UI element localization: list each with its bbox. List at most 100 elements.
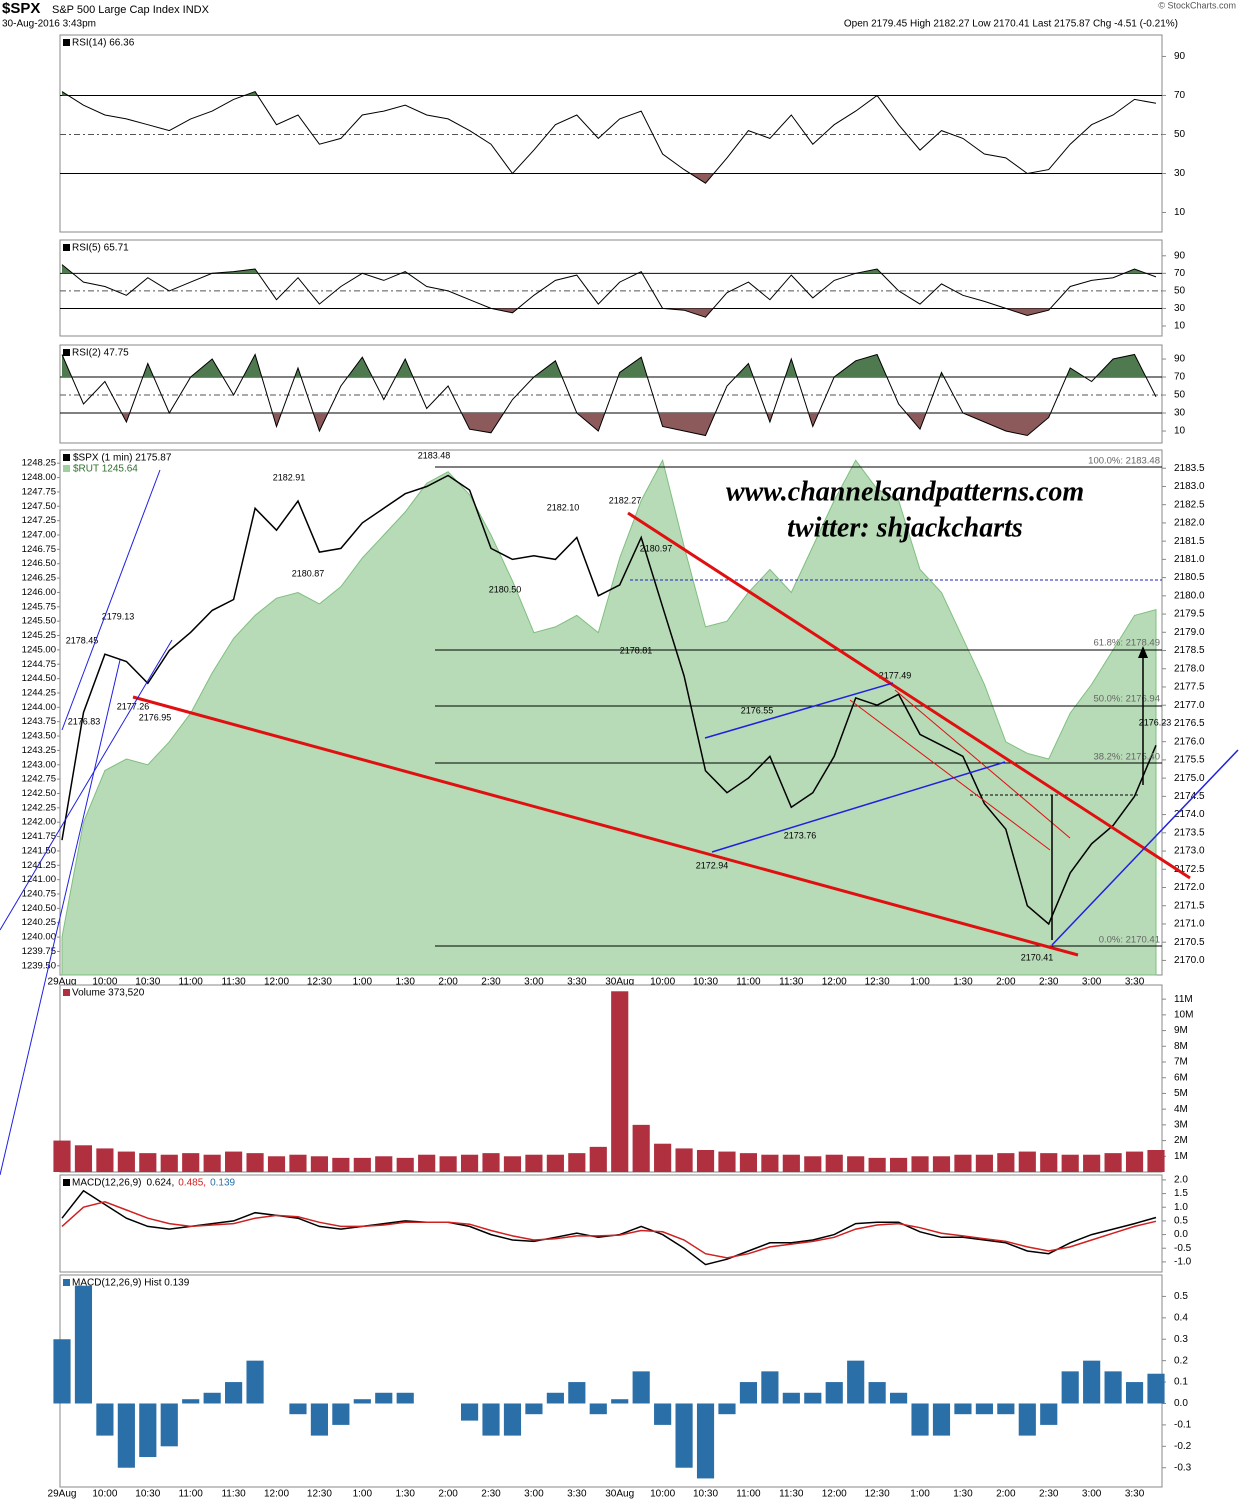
- y-tick-label: 0.4: [1174, 1312, 1188, 1323]
- y-tick-label: 2.0: [1174, 1175, 1188, 1186]
- legend-entry: $SPX (1 min) 2175.87: [73, 453, 172, 464]
- price-annotation: 2170.41: [1021, 952, 1054, 962]
- bar: [847, 1156, 865, 1172]
- bar: [375, 1392, 393, 1404]
- x-tick-label: 12:30: [865, 977, 890, 988]
- y2-tick-label: 1244.75: [22, 659, 56, 670]
- red-trendline: [132, 695, 1079, 957]
- legend-swatch: [63, 465, 70, 472]
- line: [61, 1201, 1157, 1259]
- x-tick-label: 10:00: [650, 1489, 675, 1500]
- panel-title: MACD(12,26,9) Hist 0.139: [72, 1278, 190, 1289]
- x-tick-label: 11:00: [179, 977, 204, 988]
- bar: [546, 1154, 564, 1172]
- x-tick-label: 12:30: [865, 1489, 890, 1500]
- y2-tick-label: 1240.00: [22, 932, 56, 943]
- bar: [1083, 1154, 1101, 1172]
- blue-trendline: [0, 639, 173, 931]
- y2-tick-label: 1244.25: [22, 687, 56, 698]
- y-tick-label: 2181.0: [1174, 554, 1205, 565]
- bar: [675, 1403, 693, 1468]
- bar: [1083, 1360, 1101, 1404]
- blue-channel: [704, 682, 894, 739]
- bar: [182, 1399, 200, 1404]
- price-annotation: 2182.10: [547, 502, 580, 512]
- bar: [139, 1153, 157, 1172]
- y-tick-label: 2176.0: [1174, 736, 1205, 747]
- y-tick-label: 90: [1174, 250, 1186, 261]
- line: [61, 353, 1157, 437]
- price-annotation: 2182.27: [609, 495, 642, 505]
- bar: [761, 1154, 779, 1172]
- bar: [525, 1154, 543, 1172]
- bar: [289, 1154, 307, 1172]
- bar: [911, 1156, 929, 1172]
- panel-title: RSI(2) 47.75: [72, 348, 129, 359]
- fib-label: 61.8%: 2178.49: [1093, 638, 1160, 649]
- x-tick-label: 2:00: [438, 977, 458, 988]
- bar: [160, 1154, 178, 1172]
- y-tick-label: -0.2: [1174, 1441, 1192, 1452]
- x-tick-label: 2:30: [1039, 977, 1059, 988]
- y2-tick-label: 1247.25: [22, 515, 56, 526]
- y-tick-label: 0.2: [1174, 1355, 1188, 1366]
- panel-frame: [59, 1274, 1163, 1488]
- x-tick-label: 2:30: [481, 1489, 501, 1500]
- bar: [890, 1157, 908, 1172]
- bar: [997, 1153, 1015, 1172]
- bar: [975, 1154, 993, 1172]
- y-tick-label: 4M: [1174, 1104, 1188, 1115]
- x-tick-label: 10:30: [135, 977, 160, 988]
- panel-frame: [59, 34, 1163, 233]
- price-annotation: 2176.55: [741, 705, 774, 715]
- line: [61, 264, 1157, 318]
- price-annotation: 2178.45: [66, 635, 99, 645]
- fib-label: 50.0%: 2176.94: [1093, 694, 1160, 705]
- bar: [482, 1153, 500, 1172]
- price-annotation: 2182.91: [273, 472, 306, 482]
- bar: [718, 1151, 736, 1172]
- bar: [289, 1403, 307, 1415]
- quote: Open 2179.45 High 2182.27 Low 2170.41 La…: [844, 19, 1178, 30]
- bar: [804, 1156, 822, 1172]
- y-tick-label: 0.1: [1174, 1377, 1188, 1388]
- symbol: $SPX: [2, 0, 40, 17]
- price-annotation: 2180.50: [489, 584, 522, 594]
- x-tick-label: 3:00: [1082, 977, 1102, 988]
- y2-tick-label: 1245.75: [22, 601, 56, 612]
- bar: [1147, 1373, 1165, 1404]
- bar: [911, 1403, 929, 1436]
- bar: [696, 1150, 715, 1172]
- bar: [675, 1148, 693, 1172]
- y-tick-label: 30: [1174, 303, 1186, 314]
- y-tick-label: 0.3: [1174, 1334, 1188, 1345]
- x-tick-label: 30Aug: [605, 1489, 634, 1500]
- blue-trendline: [0, 659, 121, 1176]
- y-tick-label: 0.0: [1174, 1398, 1188, 1409]
- bar: [611, 1399, 629, 1404]
- bar: [868, 1157, 886, 1172]
- bar: [182, 1153, 200, 1172]
- legend-entry: 0.624,: [146, 1178, 174, 1189]
- fib-label: 38.2%: 2175.40: [1093, 752, 1160, 763]
- x-tick-label: 12:00: [264, 1489, 289, 1500]
- x-tick-label: 1:30: [395, 1489, 415, 1500]
- y2-tick-label: 1244.00: [22, 702, 56, 713]
- y2-tick-label: 1243.50: [22, 731, 56, 742]
- bar: [1061, 1154, 1079, 1172]
- y-tick-label: -1.0: [1174, 1257, 1192, 1268]
- bar: [782, 1392, 800, 1404]
- bar: [739, 1382, 758, 1404]
- y2-tick-label: 1240.25: [22, 917, 56, 928]
- bar: [997, 1403, 1015, 1415]
- panel-title: Volume 373,520: [72, 988, 145, 999]
- panel: 10 30 50 70 90 RSI(14) 66.36: [59, 34, 1186, 233]
- x-tick-label: 1:30: [953, 1489, 973, 1500]
- y2-tick-label: 1248.25: [22, 458, 56, 469]
- panel: 2170.0 2170.5 2171.0 2171.5 2172.0 2172.5 2173…: [22, 449, 1205, 976]
- y-tick-label: 2183.0: [1174, 481, 1205, 492]
- y-tick-label: 2179.0: [1174, 627, 1205, 638]
- bar: [1104, 1153, 1122, 1172]
- y-tick-label: 2175.5: [1174, 755, 1205, 766]
- y2-tick-label: 1243.25: [22, 745, 56, 756]
